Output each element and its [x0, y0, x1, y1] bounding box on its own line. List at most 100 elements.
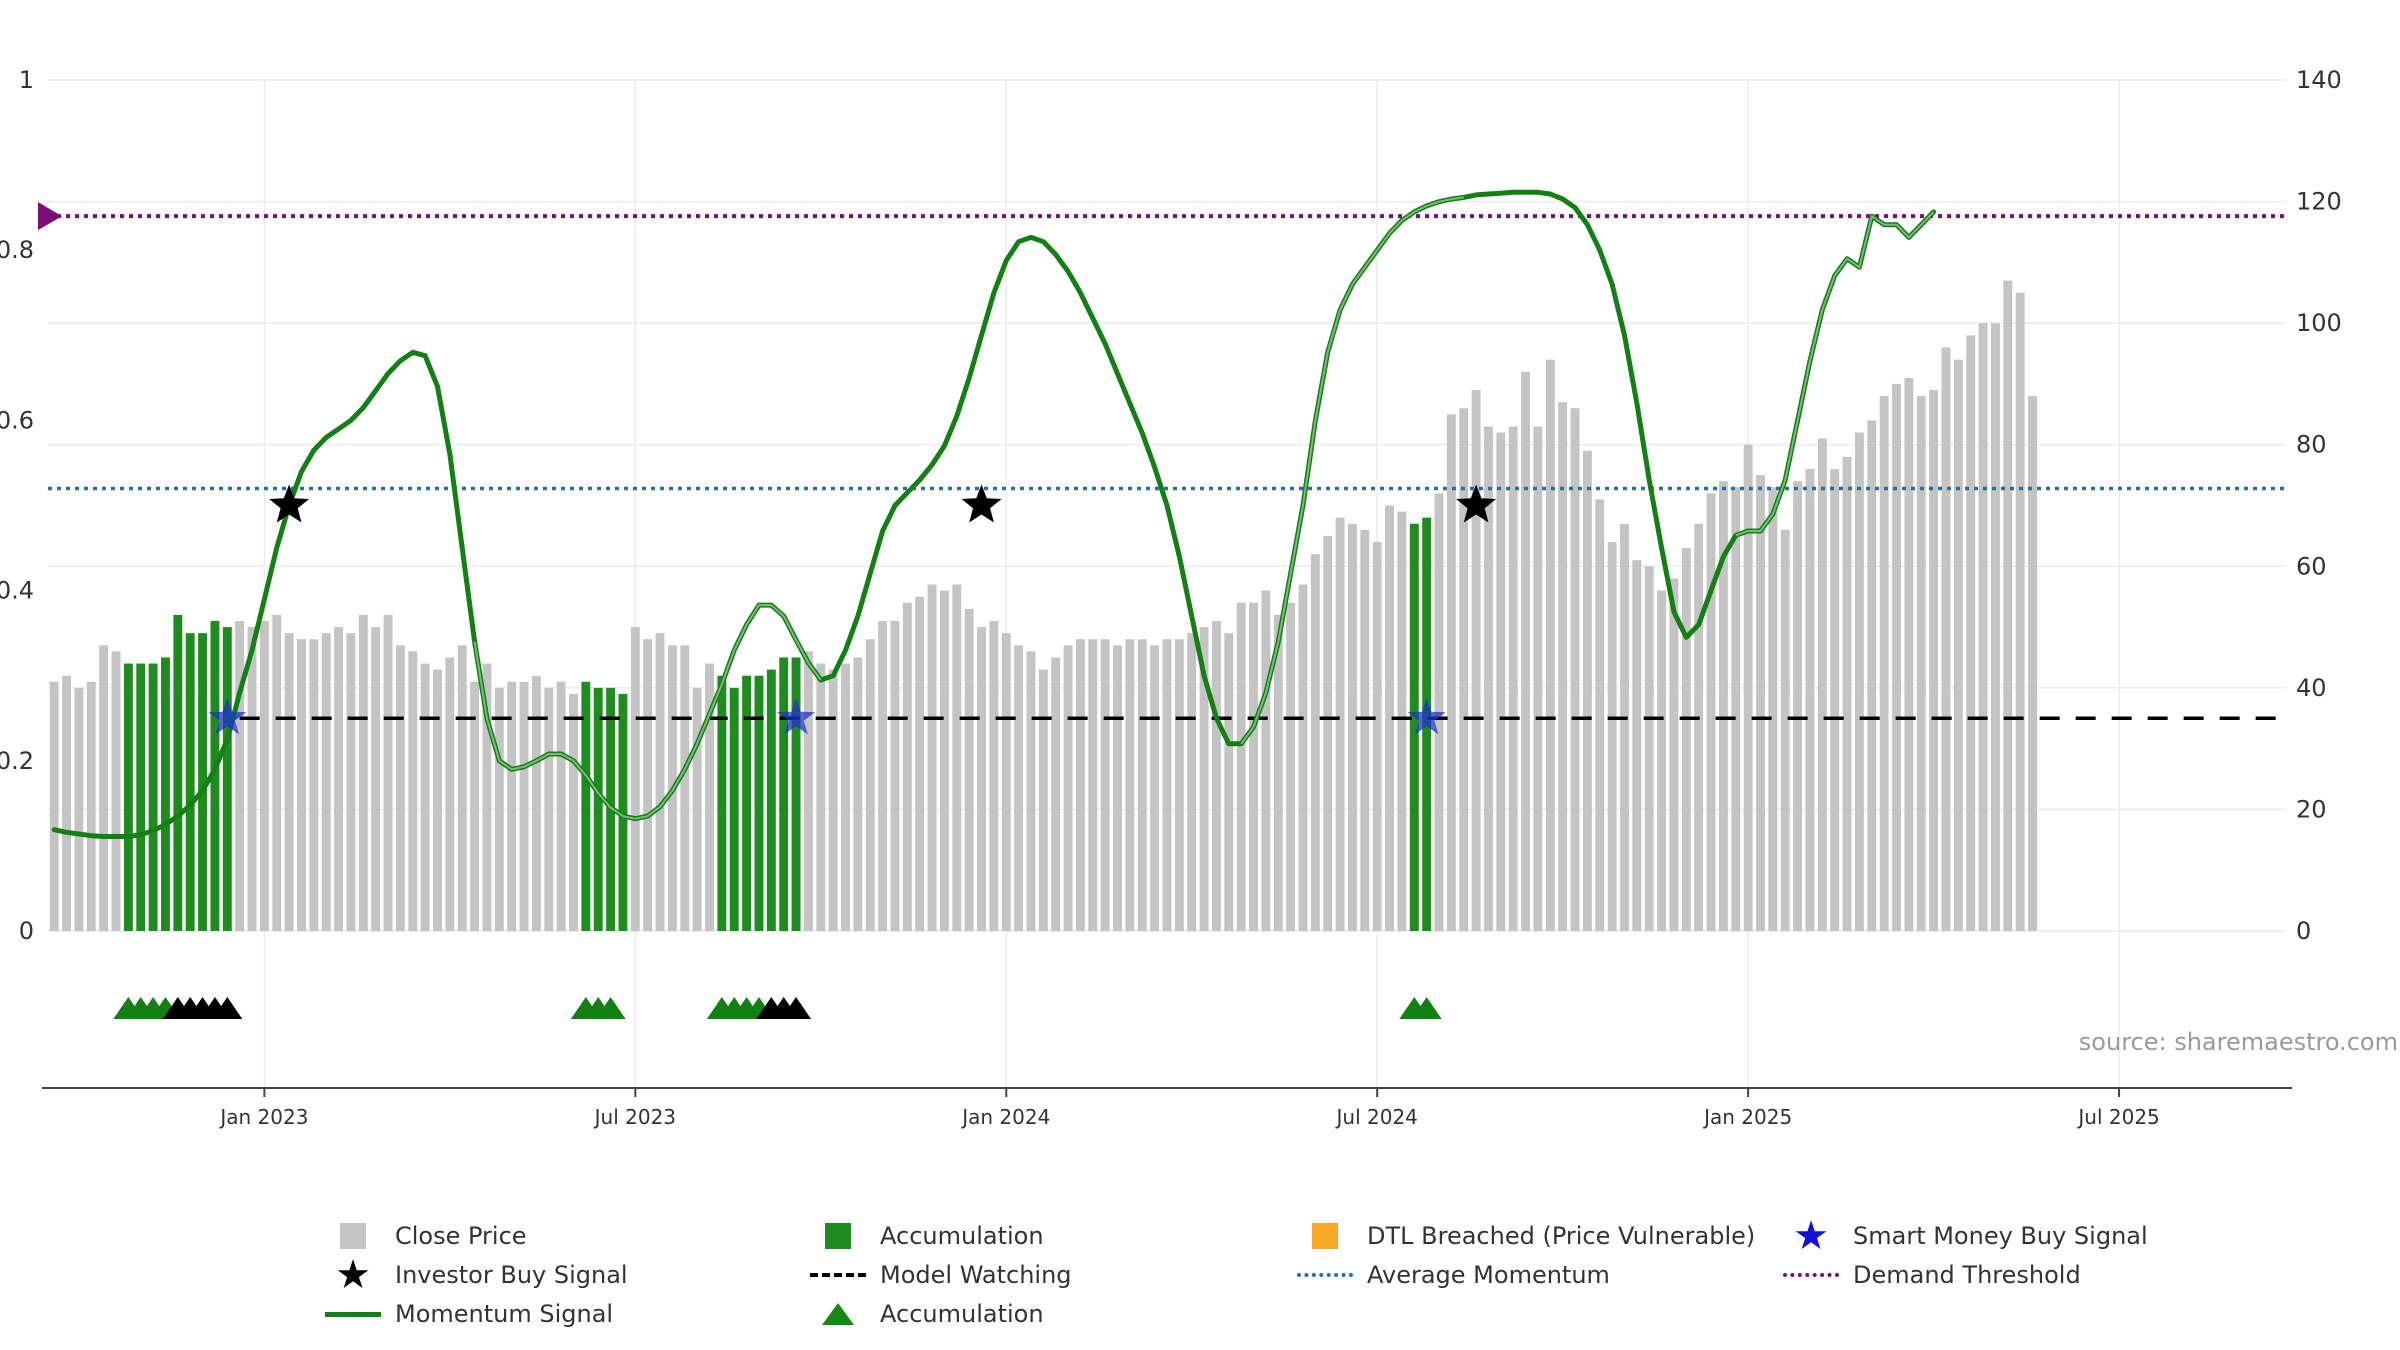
close-price-bar: [519, 681, 529, 931]
close-price-bar: [1669, 578, 1679, 931]
close-price-bar: [1014, 645, 1024, 931]
investor-buy-signal: [269, 484, 310, 523]
momentum-line-faded-segment: [473, 604, 822, 820]
accumulation-bar: [210, 620, 220, 931]
close-price-bar: [272, 614, 282, 931]
accumulation-bar: [1409, 523, 1419, 931]
left-axis-tick-label: 0: [19, 917, 34, 945]
close-price-bar: [544, 687, 554, 931]
close-price-bar: [49, 681, 59, 931]
close-price-bar: [1768, 487, 1778, 931]
close-price-bar: [865, 639, 875, 931]
close-price-bar: [1298, 584, 1308, 931]
right-axis-tick-label: 120: [2296, 188, 2342, 216]
left-axis-tick-label: 0.2: [0, 747, 34, 775]
close-price-bar: [1953, 359, 1963, 932]
close-price-bar: [1990, 323, 2000, 932]
close-price-bar: [1558, 402, 1568, 931]
close-price-bar: [1372, 541, 1382, 931]
accumulation-bar: [754, 675, 764, 931]
accumulation-bar: [136, 663, 146, 931]
close-price-bar: [1793, 481, 1803, 931]
close-price-bar: [556, 681, 566, 931]
close-price-bar: [111, 651, 121, 931]
close-price-bar: [259, 620, 269, 931]
close-price-bar: [1137, 639, 1147, 931]
accumulation-bar: [593, 687, 603, 931]
close-price-bar: [1582, 450, 1592, 931]
close-price-bar: [952, 584, 962, 931]
close-price-bar: [1323, 535, 1333, 931]
close-price-bar: [1694, 523, 1704, 931]
close-price-bar: [1743, 444, 1753, 931]
close-price-bar: [235, 620, 245, 931]
momentum-line-faded-segment: [1735, 211, 1935, 537]
close-price-bar: [321, 633, 331, 931]
accumulation-bar: [791, 657, 801, 931]
close-price-bar: [1075, 639, 1085, 931]
accumulation-bar: [618, 693, 628, 931]
accumulation-bar: [779, 657, 789, 931]
right-axis-tick-label: 0: [2296, 917, 2311, 945]
close-price-bar: [1657, 590, 1667, 931]
close-price-bar: [878, 620, 888, 931]
close-price-bar: [1088, 639, 1098, 931]
right-axis-tick-label: 40: [2296, 674, 2327, 702]
close-price-bar: [420, 663, 430, 931]
close-price-bar: [1817, 438, 1827, 931]
close-price-bar: [1051, 657, 1061, 931]
close-price-bar: [1496, 432, 1506, 931]
close-price-bar: [1150, 645, 1160, 931]
close-price-bar: [1261, 590, 1271, 931]
close-price-bar: [902, 602, 912, 931]
close-price-bar: [1187, 633, 1197, 931]
close-price-bar: [680, 645, 690, 931]
close-price-bar: [1929, 390, 1939, 931]
close-price-bar: [1446, 414, 1456, 932]
close-price-bar: [1001, 633, 1011, 931]
close-price-bar: [569, 693, 578, 931]
close-price-bar: [692, 687, 702, 931]
x-tick-label: Jan 2024: [960, 1105, 1050, 1129]
accumulation-marker-black: [781, 997, 812, 1019]
close-price-bar: [334, 627, 344, 931]
close-price-bar: [853, 657, 863, 931]
investor-buy-signal: [961, 484, 1002, 523]
accumulation-bar: [123, 663, 133, 931]
close-price-bar: [1224, 633, 1234, 931]
close-price-bar: [371, 627, 381, 931]
close-price-bar: [62, 675, 71, 931]
smart-money-buy-signal: [1407, 698, 1446, 735]
close-price-bar: [1236, 602, 1246, 931]
accumulation-bar: [729, 687, 739, 931]
close-price-bar: [1681, 548, 1691, 931]
close-price-bar: [358, 614, 368, 931]
close-price-bar: [247, 627, 257, 931]
right-axis-tick-label: 140: [2296, 66, 2342, 94]
close-price-bar: [1484, 426, 1493, 931]
close-price-bar: [1273, 614, 1283, 931]
close-price-bar: [1385, 505, 1395, 931]
close-price-bar: [1199, 627, 1209, 931]
left-axis-tick-label: 1: [19, 66, 34, 94]
close-price-bar: [1508, 426, 1518, 931]
x-tick-label: Jul 2024: [1335, 1105, 1418, 1129]
close-price-bar: [1162, 639, 1172, 931]
source-label: source: sharemaestro.com: [2079, 1028, 2398, 1056]
close-price-bar: [1113, 645, 1122, 931]
right-axis-tick-label: 100: [2296, 309, 2342, 337]
close-price-bar: [1706, 493, 1716, 931]
close-price-bar: [989, 620, 999, 931]
close-price-bar: [841, 663, 850, 931]
close-price-bar: [1100, 639, 1110, 931]
close-price-bar: [1830, 469, 1840, 931]
close-price-bar: [1521, 371, 1531, 931]
close-price-bar: [507, 681, 517, 931]
close-price-bar: [99, 645, 109, 931]
close-price-bar: [1533, 426, 1543, 931]
close-price-bar: [655, 633, 665, 931]
accumulation-bar: [148, 663, 158, 931]
close-price-bar: [1916, 396, 1926, 932]
close-price-bar: [1756, 475, 1765, 931]
close-price-bar: [977, 627, 986, 931]
